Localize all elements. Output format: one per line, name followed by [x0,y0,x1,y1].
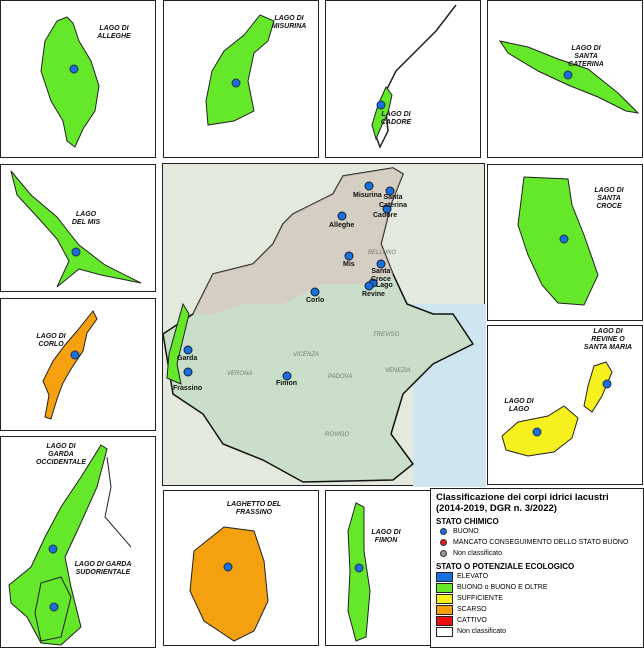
map-label: Fimon [276,380,297,387]
legend-title: Classificazione dei corpi idrici lacustr… [436,492,609,514]
province-label: VENEZIA [385,368,411,374]
lake-frassino-shape [189,526,269,642]
panel-revine: LAGO DI REVINE O SANTA MARIA LAGO DI LAG… [487,325,643,485]
lake-santa-caterina-shape [498,40,640,114]
lake-garda-shape [8,444,132,646]
province-label: VERONA [227,371,253,377]
map-label: Misurina [353,192,382,199]
lake-fimon-shape [347,502,371,642]
lake-label: LAGO DI CORLO [36,333,66,348]
lake-label: LAGO DI CADORE [380,111,412,126]
swatch-icon [436,626,453,637]
map-label: Corlo [306,297,325,304]
legend-item: Non classificato [436,548,638,559]
lake-label: LAGO DEL MIS [71,211,101,226]
lake-label: LAGO DI GARDA SUDORIENTALE [74,561,132,576]
swatch-icon [436,593,453,604]
panel-garda: LAGO DI GARDA OCCIDENTALE LAGO DI GARDA … [0,436,156,648]
lake-cadore-shape [371,4,457,149]
lake-label: LAGO DI GARDA OCCIDENTALE [35,443,87,466]
panel-santa-caterina: LAGO DI SANTA CATERINA [487,0,643,158]
veneto-map: Misurina Santa Caterina Cadore Alleghe M… [162,163,486,487]
chem-status-dot [69,64,79,74]
lake-label: LAGO DI ALLEGHE [97,25,131,40]
panel-corlo: LAGO DI CORLO [0,298,156,431]
lake-label: LAGO DI LAGO [504,398,534,413]
lake-label: LAGO DI MISURINA [271,15,307,30]
province-label: ROVIGO [325,432,350,438]
legend-item: BUONO o BUONO E OLTRE [436,582,638,593]
lake-revine-shape [501,361,613,457]
map-label: Santa Croce [371,268,391,283]
lake-points [183,181,395,381]
lake-misurina-shape [205,14,275,126]
legend-chem-title: STATO CHIMICO [436,517,499,526]
lake-label: LAGO DI SANTA CATERINA [568,45,604,68]
map-label: Cadore [373,212,398,219]
lake-label: LAGO DI REVINE O SANTA MARIA [583,328,633,351]
legend-item: SCARSO [436,604,638,615]
legend-item: BUONO [436,526,638,537]
lake-alleghe-shape [40,16,100,148]
map-label: Lago [376,282,393,289]
panel-fimon: LAGO DI FIMON [325,490,431,646]
map-label: Frassino [173,385,203,392]
region-shape [163,167,486,487]
map-label: Alleghe [329,222,355,229]
legend-item: MANCATO CONSEGUIMENTO DELLO STATO BUONO [436,537,638,548]
province-label: TREVISO [373,332,400,338]
legend-item: SUFFICIENTE [436,593,638,604]
panel-alleghe: LAGO DI ALLEGHE [0,0,156,158]
swatch-icon [436,571,453,582]
province-label: VICENZA [293,352,320,358]
province-label: PADOVA [328,374,353,380]
grey-dot-icon [440,550,447,557]
lake-santa-croce-shape [517,176,599,306]
blue-dot-icon [440,528,447,535]
lake-label: LAGHETTO DEL FRASSINO [226,501,282,516]
legend-item: ELEVATO [436,571,638,582]
lake-mis-shape [10,170,142,288]
swatch-icon [436,582,453,593]
map-label: Revine [362,291,385,298]
legend-item: CATTIVO [436,615,638,626]
panel-cadore: LAGO DI CADORE [325,0,481,158]
map-label: Mis [343,261,355,268]
map-label: Garda [177,355,198,362]
swatch-icon [436,615,453,626]
map-label: Santa Caterina [379,194,408,209]
lake-corlo-shape [42,310,98,420]
legend: Classificazione dei corpi idrici lacustr… [430,488,644,648]
province-label: BELLUNO [368,250,397,256]
swatch-icon [436,604,453,615]
panel-santa-croce: LAGO DI SANTA CROCE [487,164,643,321]
legend-item: Non classificato [436,626,638,637]
lake-label: LAGO DI SANTA CROCE [594,187,624,210]
red-dot-icon [440,539,447,546]
panel-mis: LAGO DEL MIS [0,164,156,292]
legend-eco-title: STATO O POTENZIALE ECOLOGICO [436,562,575,571]
panel-frassino: LAGHETTO DEL FRASSINO [163,490,319,646]
lake-label: LAGO DI FIMON [371,529,401,544]
panel-misurina: LAGO DI MISURINA [163,0,319,158]
